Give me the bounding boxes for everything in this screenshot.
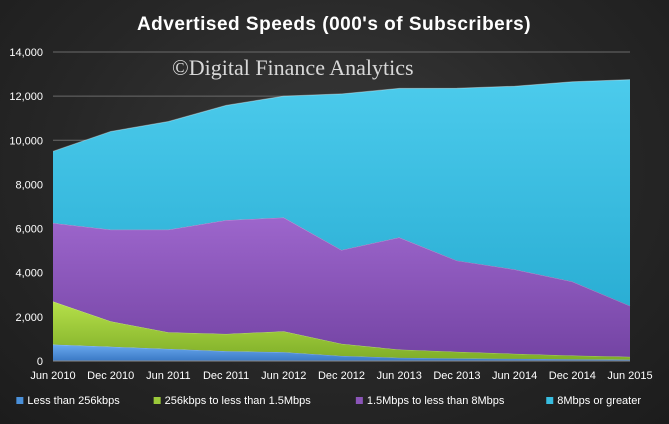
x-tick-label: Jun 2014 [492, 370, 537, 382]
legend: Less than 256kbps 256kbps to less than 1.… [16, 395, 641, 407]
area-series [53, 79, 630, 306]
y-tick-label: 12,000 [9, 91, 43, 103]
y-tick-label: 4,000 [15, 268, 43, 280]
x-axis-tick-labels: Jun 2010 Dec 2010 Jun 2011 Dec 2011 Jun 2012… [30, 370, 652, 382]
x-tick-label: Dec 2014 [549, 370, 596, 382]
x-tick-label: Dec 2010 [87, 370, 134, 382]
area-series [53, 217, 630, 357]
watermark-copyright: ©Digital Finance Analytics [172, 55, 414, 80]
y-tick-label: 10,000 [9, 135, 43, 147]
legend-swatch [16, 397, 24, 404]
x-tick-label: Dec 2011 [203, 370, 249, 382]
legend-label: 1.5Mbps to less than 8Mbps [367, 395, 505, 407]
y-tick-label: 2,000 [15, 312, 43, 324]
legend-swatch [546, 397, 554, 404]
x-tick-label: Dec 2013 [433, 370, 480, 382]
y-tick-label: 14,000 [9, 47, 43, 59]
x-tick-label: Jun 2012 [261, 370, 306, 382]
x-tick-label: Jun 2010 [30, 370, 75, 382]
area-series-group [52, 79, 631, 361]
area-series-top-edge [52, 79, 631, 152]
area-series [53, 344, 630, 361]
y-tick-label: 0 [37, 356, 43, 368]
x-tick-label: Jun 2015 [607, 370, 652, 382]
legend-label: Less than 256kbps [27, 395, 120, 407]
y-tick-label: 6,000 [15, 224, 43, 236]
legend-label: 256kbps to less than 1.5Mbps [165, 395, 312, 407]
legend-swatch [153, 397, 161, 404]
legend-label: 8Mbps or greater [557, 395, 641, 407]
y-tick-label: 8,000 [15, 179, 43, 191]
x-tick-label: Jun 2011 [146, 370, 190, 382]
chart-title: Advertised Speeds (000's of Subscribers) [137, 14, 531, 35]
area-series-top-edge [52, 343, 631, 361]
legend-swatch [355, 397, 363, 404]
y-axis-tick-labels: 0 2,000 4,000 6,000 8,000 10,000 12,000 14,000 [9, 47, 43, 368]
x-tick-label: Dec 2012 [318, 370, 365, 382]
area-series [53, 301, 630, 360]
x-tick-label: Jun 2013 [377, 370, 422, 382]
